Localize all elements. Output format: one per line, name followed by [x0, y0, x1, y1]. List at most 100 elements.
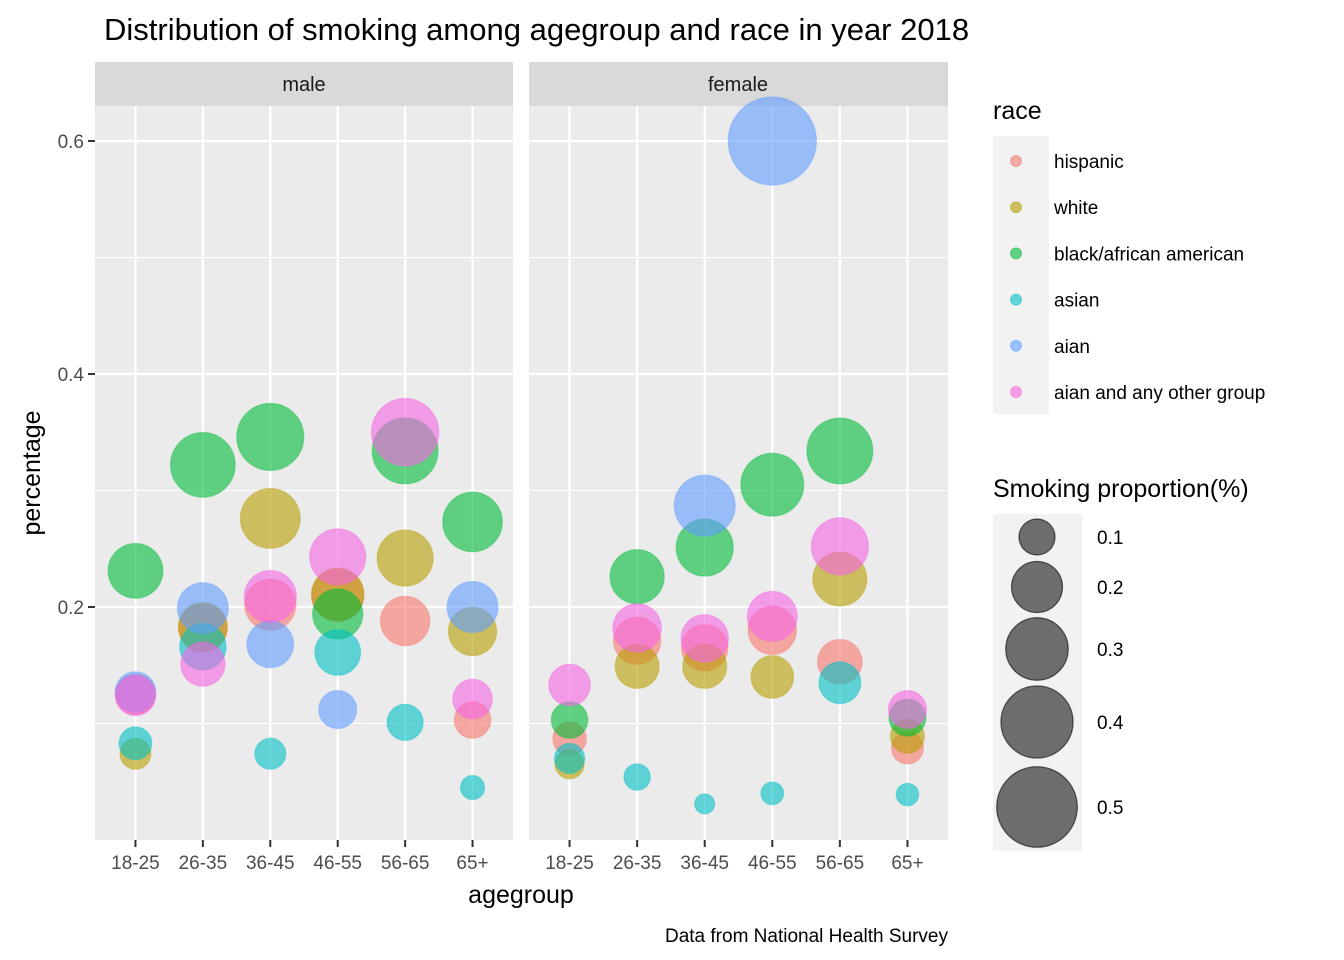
strip-label-male: male: [282, 74, 325, 96]
legend-label-aian: aian: [1054, 337, 1090, 358]
panel-female: [529, 106, 948, 840]
x-tick-label: 26-35: [179, 853, 228, 874]
point-black-african-american-male-65: [442, 491, 503, 553]
point-aian-and-any-other-group-male-46-55: [309, 528, 367, 586]
point-aian-male-36-45: [246, 620, 295, 669]
point-asian-male-18-25: [118, 726, 153, 761]
x-axis-title: agegroup: [468, 881, 574, 909]
point-aian-and-any-other-group-female-56-65: [810, 517, 870, 576]
point-white-male-56-65: [376, 529, 434, 587]
x-tick-label: 46-55: [748, 853, 797, 874]
size-label: 0.4: [1097, 713, 1124, 734]
size-key-0-3: [1005, 617, 1069, 681]
legend-label-hispanic: hispanic: [1054, 152, 1124, 173]
point-aian-and-any-other-group-female-36-45: [680, 614, 730, 663]
point-asian-female-18-25: [553, 742, 586, 775]
size-key-0-1: [1018, 518, 1056, 556]
point-aian-and-any-other-group-male-26-35: [180, 641, 226, 687]
size-label: 0.2: [1097, 578, 1123, 599]
x-axis-female: 18-25 26-35 36-45 46-55 56-65 65+: [545, 840, 924, 874]
point-black-african-american-male-26-35: [169, 431, 236, 498]
legend-label-black-african-american: black/african american: [1054, 244, 1244, 265]
size-label: 0.5: [1097, 798, 1123, 819]
legend-key-asian: [1010, 293, 1022, 306]
facet-female: female: [529, 62, 948, 840]
x-tick-label: 36-45: [680, 853, 729, 874]
x-tick-label: 46-55: [313, 853, 362, 874]
strip-label-female: female: [708, 74, 768, 96]
chart-title: Distribution of smoking among agegroup a…: [104, 12, 969, 47]
point-aian-and-any-other-group-female-46-55: [746, 590, 798, 642]
x-tick-label: 18-25: [111, 853, 160, 874]
facet-male: male: [95, 62, 513, 840]
point-aian-and-any-other-group-male-56-65: [370, 397, 440, 467]
point-black-african-american-female-18-25: [550, 701, 589, 739]
point-asian-female-46-55: [760, 781, 785, 806]
y-axis-title: percentage: [18, 410, 46, 535]
color-legend-keys: [993, 136, 1049, 414]
point-aian-and-any-other-group-female-18-25: [548, 663, 591, 707]
points-male: [107, 397, 503, 801]
x-tick-label: 65+: [891, 853, 923, 874]
point-aian-female-36-45: [673, 474, 736, 537]
x-tick-label: 26-35: [613, 853, 662, 874]
strip-female: [529, 62, 948, 106]
panel-male: [95, 106, 513, 840]
y-tick-label: 0.4: [58, 365, 85, 386]
size-legend-title: Smoking proportion(%): [993, 475, 1249, 503]
point-aian-male-26-35: [176, 582, 229, 635]
point-asian-female-26-35: [623, 763, 651, 791]
y-tick-label: 0.6: [58, 132, 84, 153]
point-aian-male-46-55: [318, 689, 358, 730]
x-tick-label: 18-25: [545, 853, 594, 874]
x-axis-male: 18-25 26-35 36-45 46-55 56-65 65+: [111, 840, 489, 874]
x-tick-label: 56-65: [381, 853, 430, 874]
caption: Data from National Health Survey: [665, 926, 949, 947]
y-tick-label: 0.2: [58, 598, 84, 619]
x-tick-label: 65+: [456, 853, 488, 874]
point-asian-male-65: [459, 774, 486, 801]
size-legend: 0.1 0.2 0.3 0.4 0.5: [996, 518, 1124, 848]
point-white-female-46-55: [750, 654, 795, 699]
legend-label-aian-and-any-other-group: aian and any other group: [1054, 383, 1265, 404]
point-asian-male-56-65: [386, 703, 424, 742]
legend-key-aian: [1010, 339, 1022, 352]
legend-label-asian: asian: [1054, 291, 1099, 312]
point-asian-male-46-55: [314, 628, 362, 676]
point-black-african-american-male-36-45: [236, 402, 305, 472]
point-aian-and-any-other-group-female-65: [887, 689, 928, 730]
point-aian-and-any-other-group-male-18-25: [114, 674, 157, 717]
point-black-african-american-male-18-25: [107, 542, 164, 599]
size-label: 0.1: [1097, 528, 1123, 549]
legend-key-aian-and-any-other-group: [1010, 386, 1022, 398]
x-tick-label: 56-65: [816, 853, 865, 874]
point-asian-female-65: [895, 782, 920, 807]
color-legend-title: race: [993, 97, 1042, 125]
size-key-0-5: [996, 766, 1078, 848]
size-key-0-2: [1010, 560, 1064, 614]
point-black-african-american-female-26-35: [609, 549, 665, 605]
legend-key-white: [1010, 201, 1022, 214]
points-female: [548, 96, 928, 815]
point-aian-and-any-other-group-female-26-35: [612, 603, 663, 653]
point-aian-and-any-other-group-male-36-45: [243, 569, 297, 624]
x-tick-label: 36-45: [246, 853, 295, 874]
point-asian-female-36-45: [694, 793, 716, 815]
point-white-male-36-45: [239, 487, 301, 550]
point-aian-male-65: [446, 580, 499, 634]
y-axis: 0.2 0.4 0.6: [58, 132, 95, 619]
point-black-african-american-female-46-55: [740, 452, 805, 517]
color-legend: hispanic white black/african american asian…: [1010, 152, 1265, 404]
point-black-african-american-female-56-65: [806, 417, 874, 485]
point-hispanic-male-56-65: [379, 595, 431, 647]
legend-key-hispanic: [1010, 155, 1022, 167]
point-aian-and-any-other-group-male-65: [452, 678, 493, 720]
size-key-0-4: [1000, 685, 1074, 759]
legend-label-white: white: [1053, 198, 1098, 219]
point-aian-female-46-55: [727, 96, 818, 186]
size-label: 0.3: [1097, 640, 1123, 661]
strip-male: [95, 62, 513, 106]
legend-key-black-african-american: [1010, 247, 1022, 260]
point-asian-male-36-45: [254, 737, 287, 770]
